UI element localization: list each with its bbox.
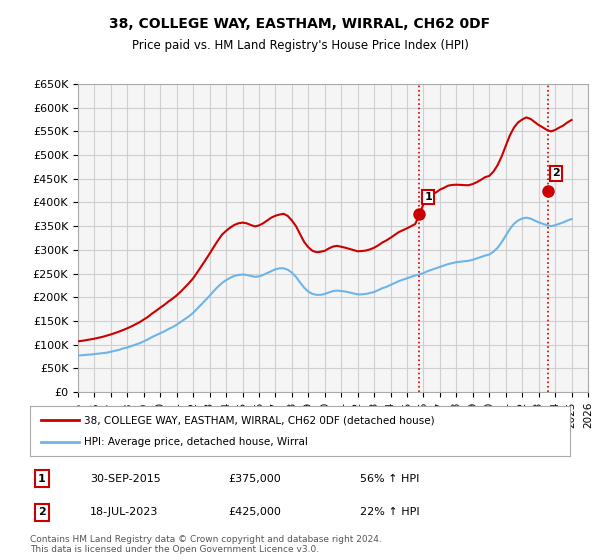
Text: 22% ↑ HPI: 22% ↑ HPI [360,507,419,517]
Text: 2: 2 [553,169,560,179]
Text: Price paid vs. HM Land Registry's House Price Index (HPI): Price paid vs. HM Land Registry's House … [131,39,469,52]
Text: HPI: Average price, detached house, Wirral: HPI: Average price, detached house, Wirr… [84,437,308,447]
Text: £425,000: £425,000 [228,507,281,517]
Text: £375,000: £375,000 [228,474,281,484]
Text: 38, COLLEGE WAY, EASTHAM, WIRRAL, CH62 0DF (detached house): 38, COLLEGE WAY, EASTHAM, WIRRAL, CH62 0… [84,415,434,425]
Text: Contains HM Land Registry data © Crown copyright and database right 2024.
This d: Contains HM Land Registry data © Crown c… [30,535,382,554]
Text: 30-SEP-2015: 30-SEP-2015 [90,474,161,484]
Text: 1: 1 [38,474,46,484]
Text: 38, COLLEGE WAY, EASTHAM, WIRRAL, CH62 0DF: 38, COLLEGE WAY, EASTHAM, WIRRAL, CH62 0… [109,17,491,31]
Text: 18-JUL-2023: 18-JUL-2023 [90,507,158,517]
Text: 2: 2 [38,507,46,517]
Text: 56% ↑ HPI: 56% ↑ HPI [360,474,419,484]
Text: 1: 1 [424,192,432,202]
